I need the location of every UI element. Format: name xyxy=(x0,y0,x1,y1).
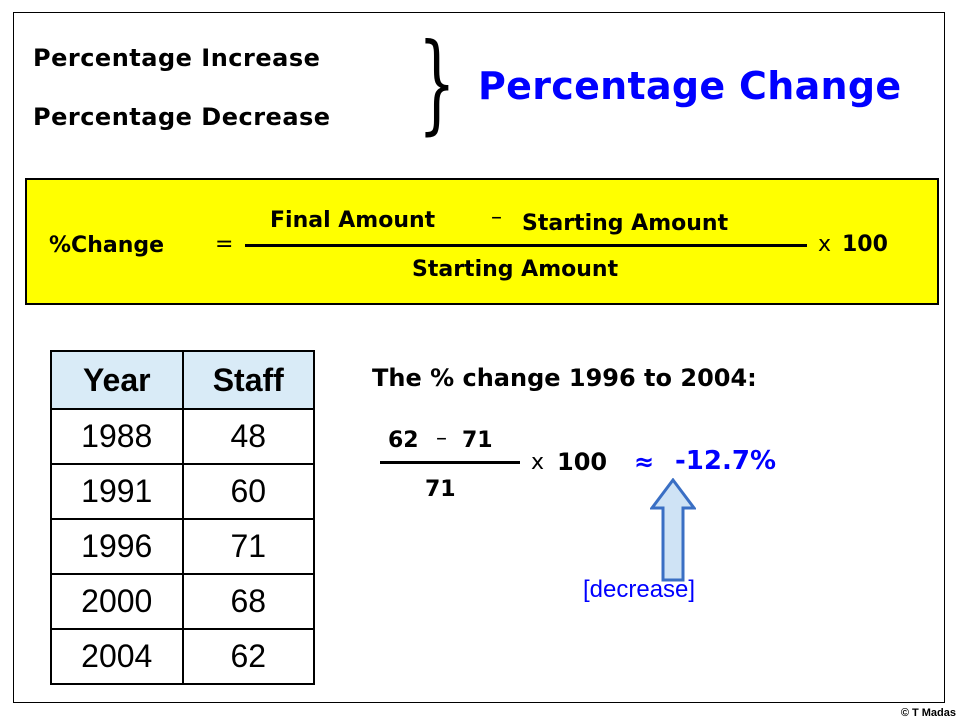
staff-cell: 48 xyxy=(181,408,315,465)
formula-lhs: %Change xyxy=(49,233,165,258)
year-cell: 1988 xyxy=(50,408,184,465)
staff-table: Year Staff 1988 48 1991 60 1996 71 2000 … xyxy=(50,350,315,685)
percentage-decrease-label: Percentage Decrease xyxy=(33,103,331,131)
table-row: 2004 62 xyxy=(50,628,315,685)
staff-cell: 71 xyxy=(181,518,315,575)
formula-numerator-final: Final Amount xyxy=(270,208,436,233)
slide-frame xyxy=(13,12,945,703)
formula-times: x xyxy=(818,232,832,257)
column-header-year: Year xyxy=(50,350,184,410)
example-multiplier: 100 xyxy=(557,448,608,476)
example-result: -12.7% xyxy=(675,446,776,476)
year-cell: 1996 xyxy=(50,518,184,575)
example-minus: – xyxy=(436,426,447,451)
example-times: x xyxy=(531,450,545,475)
formula-equals: = xyxy=(215,232,234,257)
example-numerator-left: 62 xyxy=(388,428,419,453)
formula-minus: – xyxy=(491,205,502,230)
example-numerator-right: 71 xyxy=(462,428,493,453)
copyright-label: © T Madas xyxy=(900,707,956,719)
example-approx-sign: ≈ xyxy=(634,448,655,476)
percentage-increase-label: Percentage Increase xyxy=(33,44,321,72)
example-fraction-bar xyxy=(380,461,520,464)
decrease-note: [decrease] xyxy=(583,576,696,603)
formula-multiplier: 100 xyxy=(842,232,888,257)
formula-denominator: Starting Amount xyxy=(412,257,619,282)
table-header-row: Year Staff xyxy=(50,350,315,410)
year-cell: 1991 xyxy=(50,463,184,520)
example-denominator: 71 xyxy=(425,477,456,502)
formula-box: %Change = Final Amount – Starting Amount… xyxy=(25,178,939,305)
formula-numerator-starting: Starting Amount xyxy=(522,211,729,236)
curly-brace: } xyxy=(418,21,456,146)
staff-cell: 60 xyxy=(181,463,315,520)
year-cell: 2000 xyxy=(50,573,184,630)
formula-fraction-bar xyxy=(245,244,807,247)
table-row: 1996 71 xyxy=(50,518,315,575)
table-row: 1988 48 xyxy=(50,408,315,465)
staff-cell: 62 xyxy=(181,628,315,685)
page-title: Percentage Change xyxy=(478,64,902,108)
example-heading: The % change 1996 to 2004: xyxy=(372,364,757,392)
up-arrow-icon xyxy=(650,478,696,582)
table-row: 1991 60 xyxy=(50,463,315,520)
year-cell: 2004 xyxy=(50,628,184,685)
staff-cell: 68 xyxy=(181,573,315,630)
column-header-staff: Staff xyxy=(181,350,315,410)
table-row: 2000 68 xyxy=(50,573,315,630)
